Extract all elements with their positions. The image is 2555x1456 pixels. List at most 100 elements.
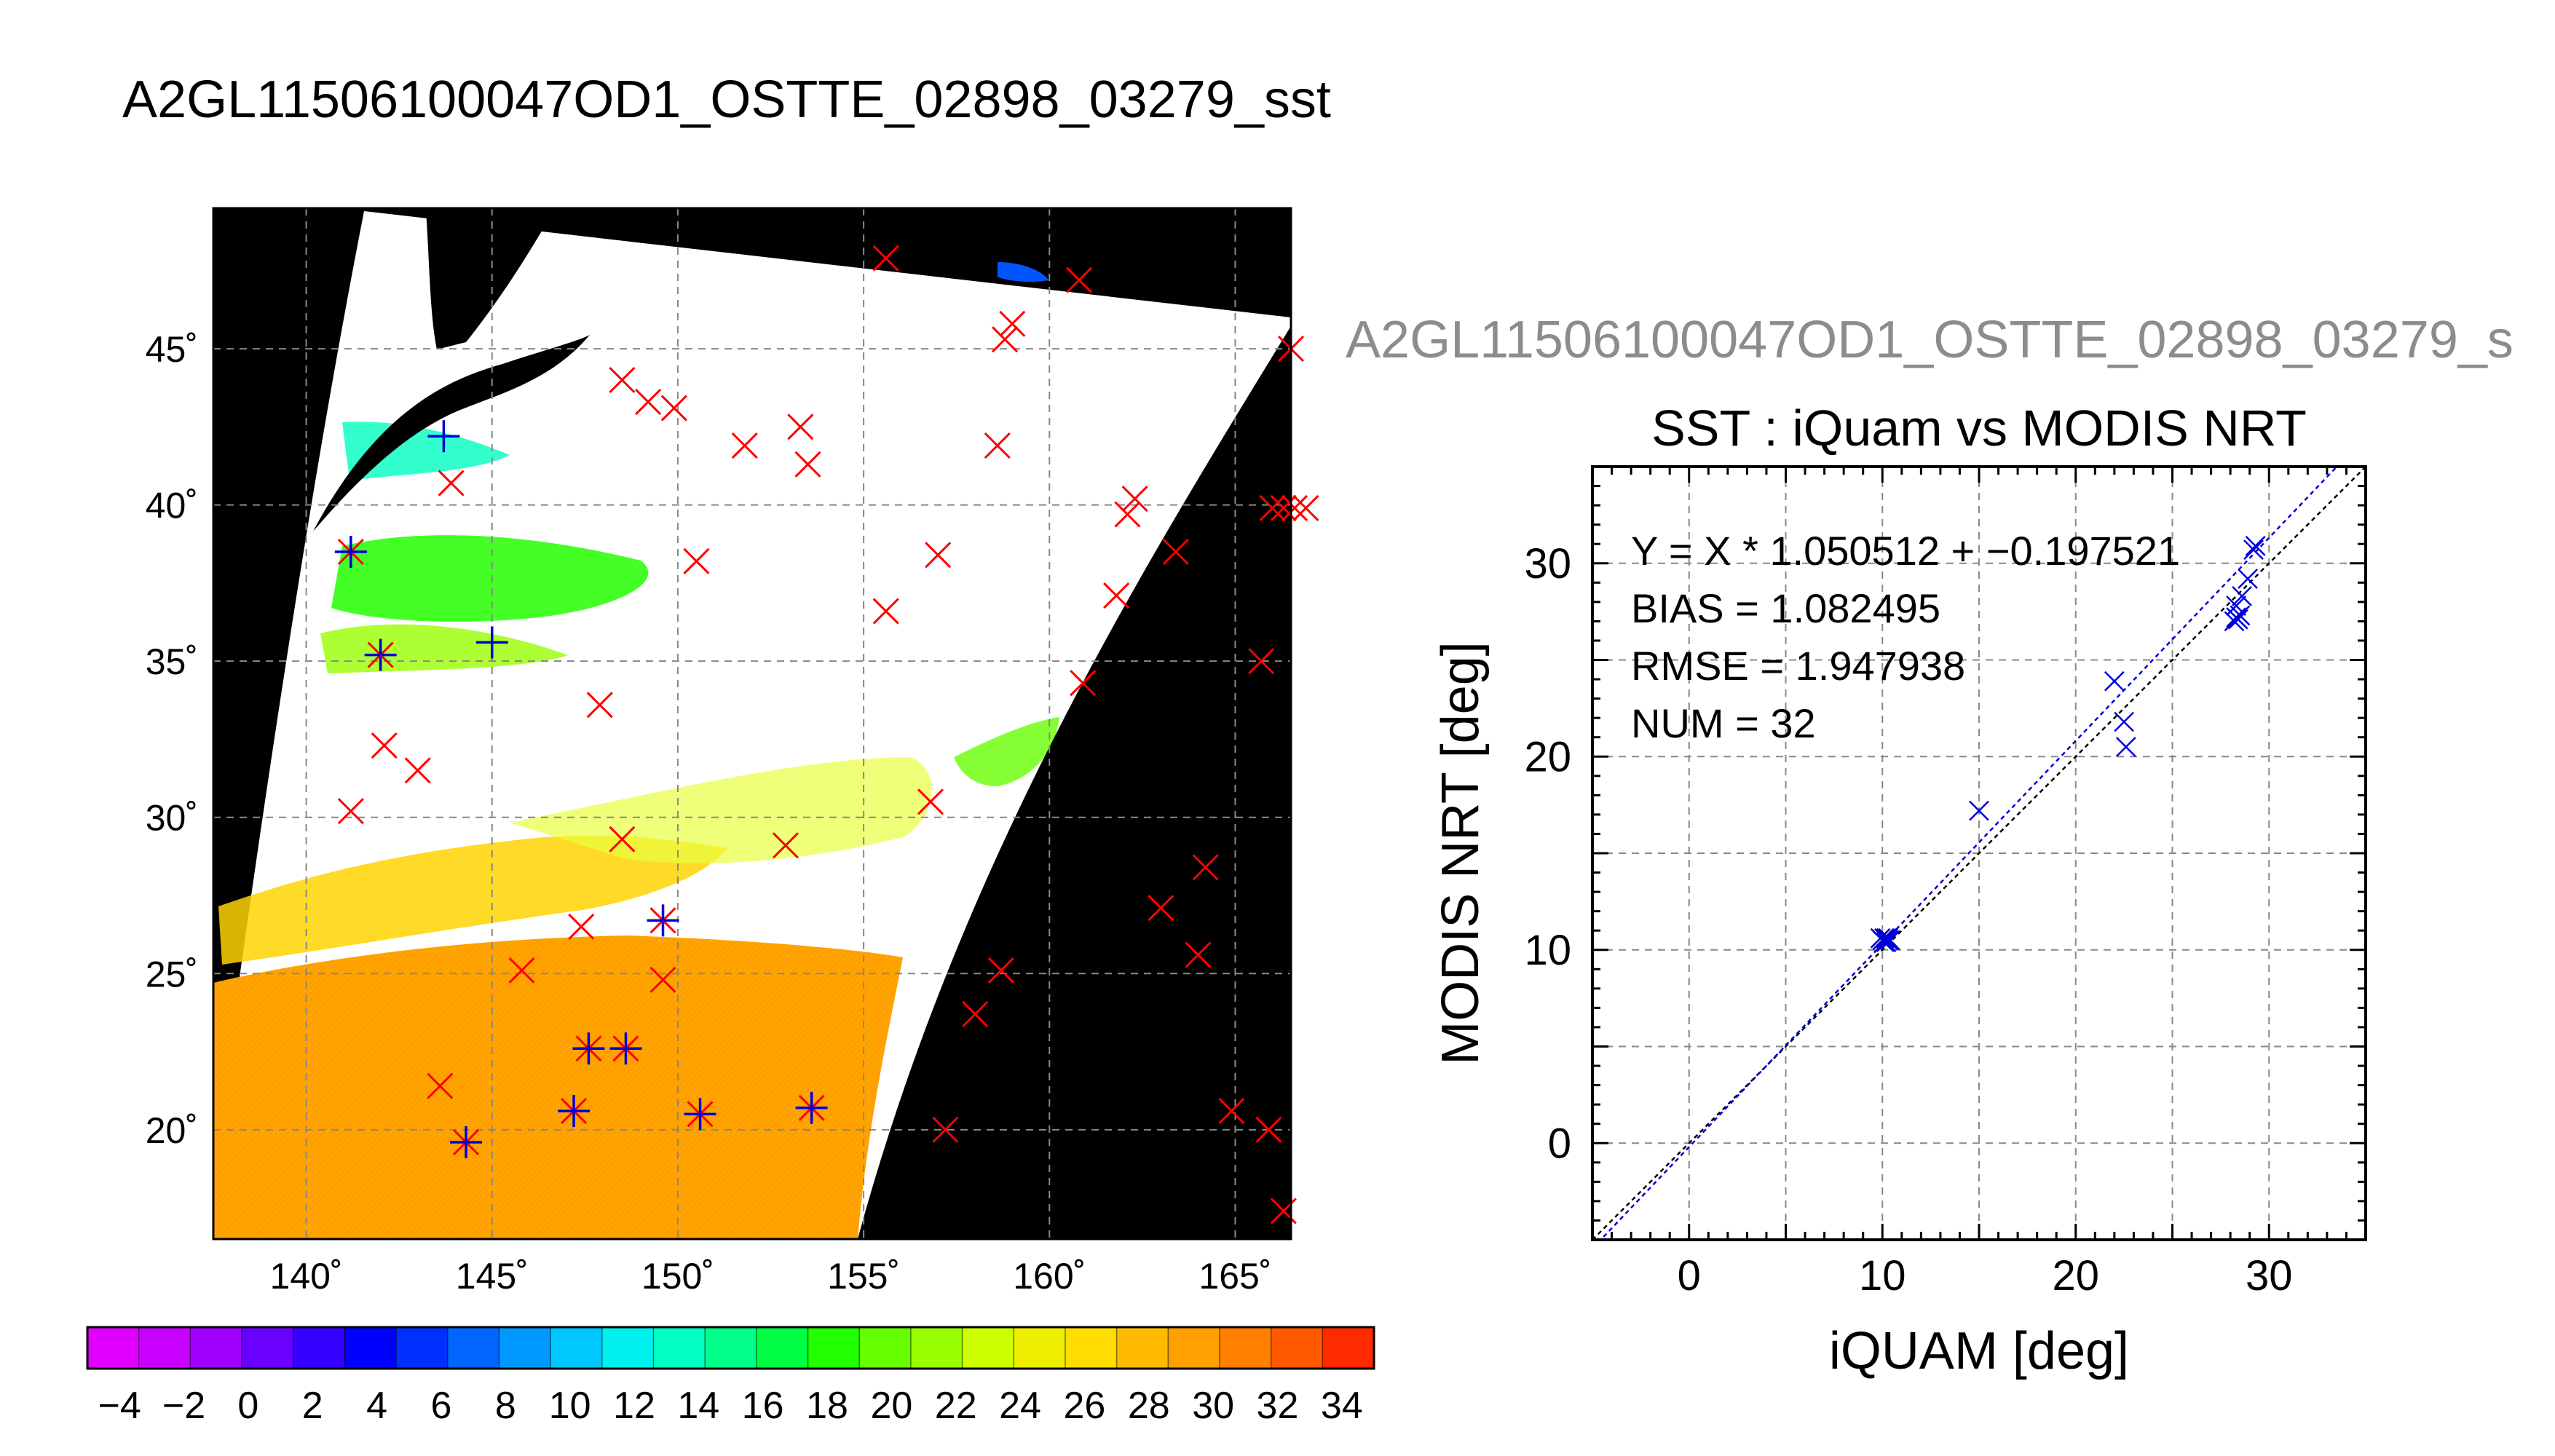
scatter-annotations: Y = X * 1.050512 + −0.197521 BIAS = 1.082… [1631,528,2180,746]
colorbar-swatch [756,1327,809,1369]
scatter-point [2226,596,2246,617]
colorbar-swatch [1014,1327,1066,1369]
map-marker-red [1121,485,1148,513]
map-marker-red [438,470,465,496]
colorbar-tick-label: 26 [1064,1385,1106,1427]
colorbar-swatch [396,1327,449,1369]
map-marker-red [987,957,1014,984]
y-tick-label: 30 [1524,540,1571,587]
y-tick-label: 0 [1548,1120,1571,1167]
colorbar-tick-label: 28 [1128,1385,1170,1427]
map-marker-red [1292,494,1319,521]
map-marker-red [1282,494,1308,521]
map-marker-red [1185,941,1212,968]
colorbar-swatch [87,1327,140,1369]
colorbar-swatch [138,1327,191,1369]
map-marker-blue [572,1032,605,1065]
main-title: A2GL11506100047OD1_OSTTE_02898_03279_sst [122,71,1331,129]
map-marker-red [1248,648,1275,675]
scatter-point [1874,927,1895,949]
colorbar-tick-label: 14 [677,1385,719,1427]
map-marker-blue [450,1125,483,1158]
scatter-title: SST : iQuam vs MODIS NRT [1651,400,2307,456]
map-marker-red [731,432,758,459]
map-marker-red [962,1000,989,1028]
colorbar-swatch [705,1327,757,1369]
colorbar-tick-label: 18 [806,1385,848,1427]
colorbar-swatch [1116,1327,1169,1369]
colorbar-swatch [447,1327,499,1369]
x-tick-label: 20 [2052,1252,2099,1299]
colorbar-swatch [859,1327,912,1369]
colorbar-swatch [807,1327,860,1369]
map-marker-red [872,245,899,272]
sst-colorbar [86,1326,1375,1370]
map-marker-red [991,326,1019,353]
map-marker-red [917,788,944,815]
scatter-point [1969,800,1989,821]
map-grid [213,208,1291,1239]
colorbar-tick-label: −4 [98,1385,141,1427]
stat-annotation: BIAS = 1.082495 [1631,585,1940,631]
map-y-tick-label: 35˚ [146,641,198,682]
sst-warm-orange [213,935,903,1239]
map-marker-red [404,757,431,784]
sst-yellow-band [218,835,728,965]
scatter-axis-ticks: 0 10 20 30 0 10 20 30 [1524,465,2367,1299]
map-marker-red [1162,538,1189,566]
map-marker-red [1255,1116,1282,1143]
colorbar-swatch [550,1327,603,1369]
scatter-figure-title: A2GL11506100047OD1_OSTTE_02898_03279_s [1346,311,2513,369]
stat-annotation: Y = X * 1.050512 + −0.197521 [1631,528,2180,574]
map-y-tick-label: 20˚ [146,1110,198,1151]
sst-yellowgreen-band [510,757,932,863]
scatter-point [2232,586,2252,606]
map-x-tick-label: 165˚ [1198,1256,1271,1297]
scatter-point [2243,539,2264,561]
x-tick-label: 30 [2246,1252,2293,1299]
colorbar-swatch [344,1327,397,1369]
map-marker-red [371,732,398,759]
map-y-tick-label: 25˚ [146,954,198,994]
map-marker-red [932,1116,959,1143]
sst-map: 140˚ 145˚ 150˚ 155˚ 160˚ 165˚ 20˚ 25˚ 30˚ 35˚ 40˚… [146,207,1319,1297]
sst-green-patch [331,535,649,622]
colorbar-tick-label: 32 [1257,1385,1299,1427]
colorbar-tick-label: 20 [870,1385,912,1427]
map-marker-red [1103,582,1130,609]
map-marker-red [660,395,687,422]
map-marker-blue [558,1095,591,1128]
map-x-tick-label: 145˚ [456,1256,529,1297]
map-marker-red [1218,1098,1245,1125]
map-marker-blue [364,638,397,671]
colorbar-tick-labels: −4 −2 0 2 4 6 8 10 12 14 16 18 20 22 24 26 28 30 32 34 [98,1385,1363,1427]
scatter-point [2114,711,2135,732]
map-marker-red [872,598,899,625]
map-y-tick-label: 40˚ [146,486,198,526]
map-marker-red [1259,494,1286,521]
colorbar-frame [86,1326,1375,1370]
regression-line [1599,467,2339,1240]
scatter-point [2115,737,2136,757]
map-marker-blue [475,626,508,659]
sst-green-patch-east [954,717,1059,786]
scatter-point [2104,670,2125,692]
y-tick-label: 20 [1524,733,1571,780]
map-marker-red [1066,266,1093,293]
map-marker-red [772,832,799,859]
y-axis-label: MODIS NRT [deg] [1431,641,1490,1065]
colorbar-swatch [601,1327,654,1369]
colorbar-tick-label: 0 [237,1385,258,1427]
map-marker-red [337,798,364,825]
map-marker-blue [684,1098,716,1131]
map-marker-red [1148,895,1174,922]
map-marker-blue [795,1091,828,1124]
map-y-tick-label: 30˚ [146,798,198,839]
stat-annotation: RMSE = 1.947938 [1631,643,1965,689]
map-marker-red [586,692,613,719]
map-swath-layer [213,211,1291,1239]
map-x-tick-label: 140˚ [270,1256,343,1297]
x-tick-label: 10 [1859,1252,1906,1299]
outside-swath-east [858,317,1291,1239]
map-y-tick-labels: 20˚ 25˚ 30˚ 35˚ 40˚ 45˚ [146,329,198,1151]
